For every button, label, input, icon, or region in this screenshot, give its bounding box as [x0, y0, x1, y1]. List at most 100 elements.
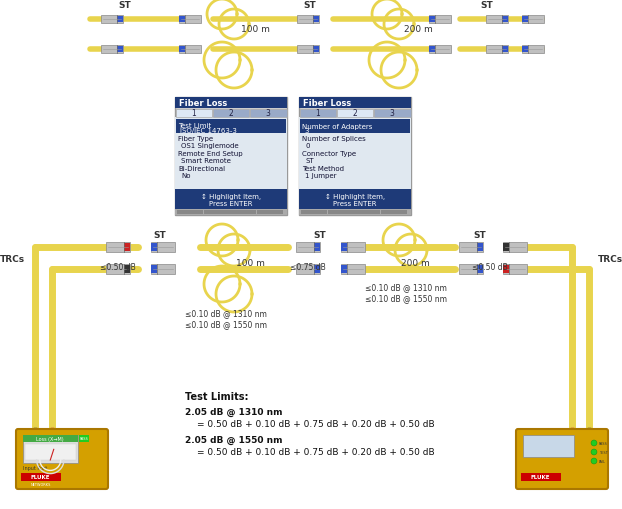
Text: 3: 3 [390, 109, 395, 118]
Bar [175, 190, 287, 210]
Bar [299, 98, 411, 216]
Text: Connector Type: Connector Type [302, 151, 356, 157]
Text: SC: SC [585, 446, 593, 452]
Text: ≤0.50 dB: ≤0.50 dB [472, 263, 508, 271]
Text: OS1 Singlemode: OS1 Singlemode [181, 143, 239, 149]
Text: PASS: PASS [599, 441, 608, 445]
Bar [521, 473, 560, 481]
Text: 1: 1 [192, 109, 196, 118]
Text: 1 Jumper: 1 Jumper [305, 173, 337, 179]
Text: ST: ST [30, 446, 39, 452]
Bar [354, 211, 380, 215]
Bar [124, 243, 130, 251]
Bar [341, 243, 347, 251]
Bar [175, 98, 287, 216]
Bar [381, 211, 407, 215]
Text: Number of Adapters: Number of Adapters [302, 123, 373, 129]
Bar [175, 98, 287, 109]
Bar [177, 211, 203, 215]
Text: Test Limit: Test Limit [178, 123, 211, 129]
Bar [486, 16, 508, 24]
Text: No: No [181, 173, 190, 179]
Bar [175, 210, 287, 216]
FancyBboxPatch shape [16, 429, 108, 489]
Bar [503, 265, 527, 274]
Bar [296, 265, 320, 274]
Bar [256, 211, 282, 215]
Text: Fiber Type: Fiber Type [178, 136, 213, 142]
Bar [179, 47, 185, 53]
Bar [151, 265, 175, 274]
Text: ≤0.10 dB @ 1310 nm: ≤0.10 dB @ 1310 nm [185, 308, 267, 318]
Bar [101, 16, 123, 24]
Text: ST: ST [568, 446, 577, 452]
Bar [429, 46, 451, 54]
Bar [522, 47, 528, 53]
Text: ST: ST [119, 1, 131, 10]
Bar [502, 47, 508, 53]
Text: ST: ST [313, 231, 327, 240]
Bar [23, 435, 78, 442]
Bar [250, 109, 287, 117]
Text: ≤0.10 dB @ 1550 nm: ≤0.10 dB @ 1550 nm [185, 319, 267, 328]
Bar [523, 435, 574, 458]
Bar [429, 16, 451, 24]
Bar [117, 17, 123, 23]
Bar [341, 265, 365, 274]
Text: PASS: PASS [79, 437, 88, 441]
Text: TRCs: TRCs [598, 255, 622, 264]
Text: FLUKE: FLUKE [531, 474, 550, 479]
Text: ≤0.10 dB @ 1550 nm: ≤0.10 dB @ 1550 nm [365, 293, 447, 302]
Bar [117, 47, 123, 53]
Text: = 0.50 dB + 0.10 dB + 0.75 dB + 0.20 dB + 0.50 dB: = 0.50 dB + 0.10 dB + 0.75 dB + 0.20 dB … [197, 419, 435, 428]
Text: ST: ST [481, 1, 493, 10]
Bar [486, 46, 508, 54]
Text: 2: 2 [353, 109, 358, 118]
Text: Test Limits:: Test Limits: [185, 391, 249, 401]
Bar [522, 46, 544, 54]
Bar [522, 16, 544, 24]
Text: 100 m: 100 m [236, 259, 264, 267]
Bar [106, 242, 130, 252]
Bar [230, 211, 256, 215]
Circle shape [591, 458, 597, 464]
Text: ST: ST [305, 158, 313, 164]
Text: NETWORKS: NETWORKS [30, 477, 50, 486]
Bar [503, 242, 527, 252]
Text: 2.05 dB @ 1310 nm: 2.05 dB @ 1310 nm [185, 407, 282, 416]
Bar [341, 242, 365, 252]
Text: Smart Remote: Smart Remote [181, 158, 231, 164]
Bar [459, 242, 483, 252]
Text: ↕ Highlight Item,
Press ENTER: ↕ Highlight Item, Press ENTER [201, 193, 261, 206]
Text: Loss (X→M): Loss (X→M) [37, 436, 64, 441]
Text: 200 m: 200 m [404, 25, 432, 34]
Bar [299, 210, 411, 216]
Circle shape [591, 449, 597, 455]
Text: ST: ST [473, 231, 486, 240]
Bar [459, 265, 483, 274]
Text: ST: ST [154, 231, 166, 240]
Text: Bi-Directional: Bi-Directional [178, 165, 225, 172]
Bar [21, 473, 60, 481]
Bar [328, 211, 353, 215]
Bar [151, 242, 175, 252]
Text: ↕ Highlight Item,
Press ENTER: ↕ Highlight Item, Press ENTER [325, 193, 385, 206]
Bar [179, 16, 201, 24]
Text: = 0.50 dB + 0.10 dB + 0.75 dB + 0.20 dB + 0.50 dB: = 0.50 dB + 0.10 dB + 0.75 dB + 0.20 dB … [197, 447, 435, 456]
Bar [429, 47, 435, 53]
Bar [300, 120, 410, 134]
Bar [429, 17, 435, 23]
Bar [179, 17, 185, 23]
Bar [299, 98, 411, 109]
Bar [301, 211, 327, 215]
Bar [314, 243, 320, 251]
Bar [374, 109, 411, 117]
Bar [477, 266, 483, 273]
Bar [213, 109, 249, 117]
Bar [297, 46, 319, 54]
Bar [314, 266, 320, 273]
Text: FAIL: FAIL [599, 459, 606, 463]
Bar [300, 109, 336, 117]
Bar [176, 120, 286, 134]
Bar [503, 266, 509, 273]
